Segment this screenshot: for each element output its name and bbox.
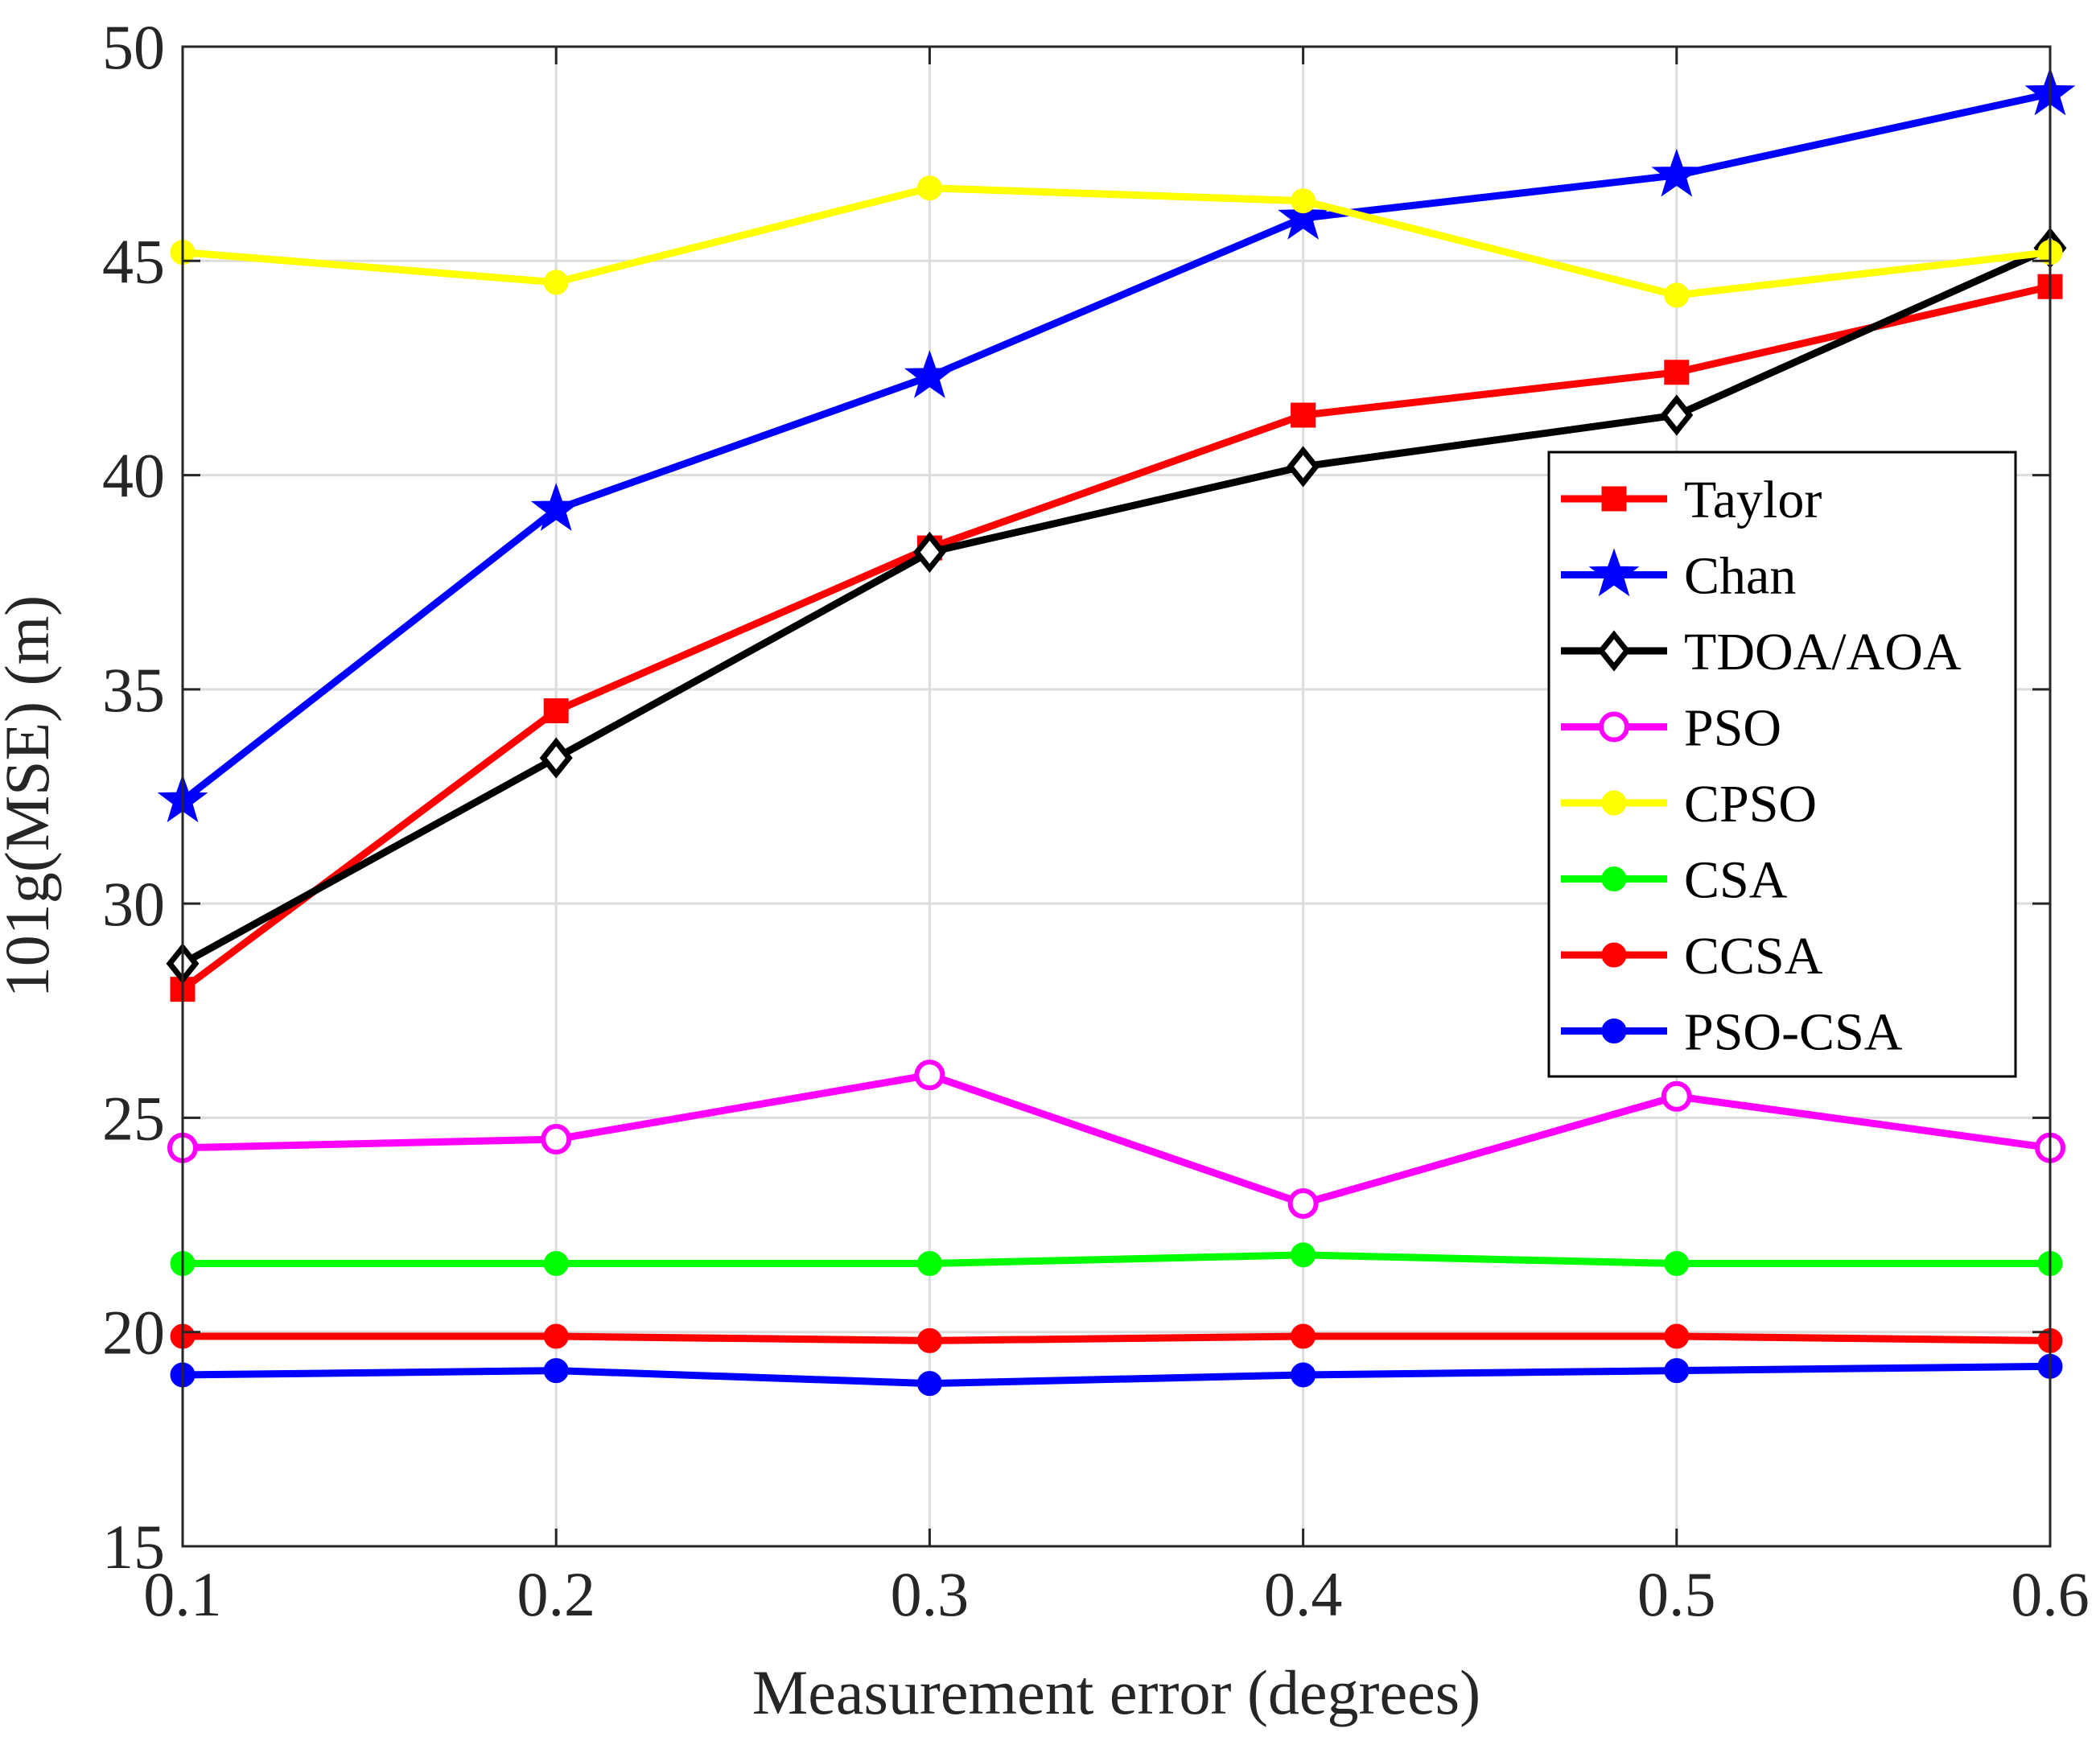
data-point-csa xyxy=(1291,1242,1316,1268)
legend: Taylor Chan TDOA/AOA PSO CPSO CSA CCSA PSO-CSA xyxy=(1547,451,2017,1078)
x-tick-label: 0.2 xyxy=(517,1559,595,1629)
data-point-ccsa xyxy=(1291,1323,1316,1349)
data-point-cpso xyxy=(1664,282,1690,308)
data-point-csa xyxy=(543,1251,569,1277)
data-point-pso xyxy=(541,1124,572,1155)
legend-marker xyxy=(1601,486,1627,512)
plot-frame xyxy=(181,45,2052,1548)
legend-label: Taylor xyxy=(1684,471,1822,529)
legend-marker xyxy=(1601,866,1627,891)
series-line-pso xyxy=(182,1071,2051,1208)
legend-label: CPSO xyxy=(1684,775,1817,833)
series-line-tdoa-aoa xyxy=(180,245,2052,967)
y-tick-label: 20 xyxy=(102,1298,165,1368)
legend-item-pso-csa: PSO-CSA xyxy=(1561,1003,1903,1062)
data-point-pso-csa xyxy=(1664,1358,1690,1384)
legend-item-ccsa: CCSA xyxy=(1561,927,1823,986)
legend-marker xyxy=(1601,790,1627,816)
axis-ticks: 0.1 0.2 0.3 0.4 0.5 0.6 15 20 25 30 35 40 45 50 xyxy=(102,12,2090,1629)
x-tick-label: 0.3 xyxy=(891,1559,970,1629)
data-point-taylor xyxy=(1664,360,1690,385)
legend-box xyxy=(1547,451,2017,1078)
legend-marker xyxy=(1588,548,1640,597)
legend-marker xyxy=(1599,711,1629,743)
series-line-taylor xyxy=(180,282,2052,993)
data-point-csa xyxy=(916,1251,942,1277)
data-point-ccsa xyxy=(1664,1323,1690,1349)
legend-item-tdoa-aoa: TDOA/AOA xyxy=(1561,623,1962,681)
legend-label: CSA xyxy=(1684,851,1788,910)
series-line-csa xyxy=(183,1251,2050,1267)
y-tick-label: 25 xyxy=(102,1083,165,1153)
legend-label: TDOA/AOA xyxy=(1684,623,1962,681)
x-axis-label: Measurement error (degrees) xyxy=(752,1657,1480,1727)
data-point-tdoa-aoa xyxy=(539,737,573,779)
data-point-pso-csa xyxy=(916,1371,942,1397)
legend-marker xyxy=(1601,942,1627,968)
data-point-cpso xyxy=(1291,188,1316,214)
data-point-pso xyxy=(1287,1187,1319,1219)
data-point-chan xyxy=(1651,148,1703,197)
legend-marker xyxy=(1597,630,1631,672)
x-tick-label: 0.1 xyxy=(143,1559,222,1629)
x-tick-label: 0.6 xyxy=(2011,1559,2090,1629)
legend-item-pso: PSO xyxy=(1561,699,1781,758)
y-tick-label: 15 xyxy=(102,1512,165,1582)
data-point-chan xyxy=(530,483,582,531)
legend-label: PSO-CSA xyxy=(1684,1003,1903,1062)
y-tick-label: 30 xyxy=(102,869,165,939)
series-line-pso-csa xyxy=(182,1362,2051,1388)
data-point-taylor xyxy=(1291,402,1316,428)
data-point-chan xyxy=(1278,191,1328,240)
data-point-tdoa-aoa xyxy=(1287,446,1320,488)
y-axis-label: 101g(MSE) (m) xyxy=(0,595,62,998)
data-point-chan xyxy=(904,350,955,398)
data-point-tdoa-aoa xyxy=(912,531,946,574)
data-point-tdoa-aoa xyxy=(1660,394,1694,436)
legend-item-cpso: CPSO xyxy=(1561,775,1817,833)
series-layer xyxy=(157,67,2076,1397)
x-tick-label: 0.5 xyxy=(1637,1559,1716,1629)
data-point-cpso xyxy=(916,175,942,201)
legend-item-csa: CSA xyxy=(1561,851,1788,910)
legend-label: PSO xyxy=(1684,699,1781,758)
y-tick-label: 45 xyxy=(102,226,165,296)
y-tick-label: 35 xyxy=(102,655,165,725)
data-point-pso xyxy=(914,1060,945,1091)
data-point-pso-csa xyxy=(543,1358,569,1384)
legend-item-chan: Chan xyxy=(1561,547,1796,606)
data-point-csa xyxy=(1664,1251,1690,1277)
data-point-ccsa xyxy=(916,1327,942,1353)
data-point-pso xyxy=(1661,1080,1692,1112)
y-tick-label: 50 xyxy=(102,12,165,82)
legend-item-taylor: Taylor xyxy=(1561,471,1822,529)
data-point-taylor xyxy=(543,698,569,723)
x-tick-label: 0.4 xyxy=(1264,1559,1343,1629)
series-line-ccsa xyxy=(183,1332,2051,1344)
data-point-cpso xyxy=(543,270,569,295)
legend-label: CCSA xyxy=(1684,927,1823,986)
series-cpso xyxy=(170,175,2063,308)
y-tick-label: 40 xyxy=(102,441,165,511)
legend-marker xyxy=(1601,1019,1627,1043)
data-point-pso-csa xyxy=(1291,1362,1316,1388)
legend-label: Chan xyxy=(1684,547,1796,606)
series-line-cpso xyxy=(182,184,2051,299)
data-point-ccsa xyxy=(543,1323,569,1349)
series-line-chan xyxy=(180,90,2051,804)
